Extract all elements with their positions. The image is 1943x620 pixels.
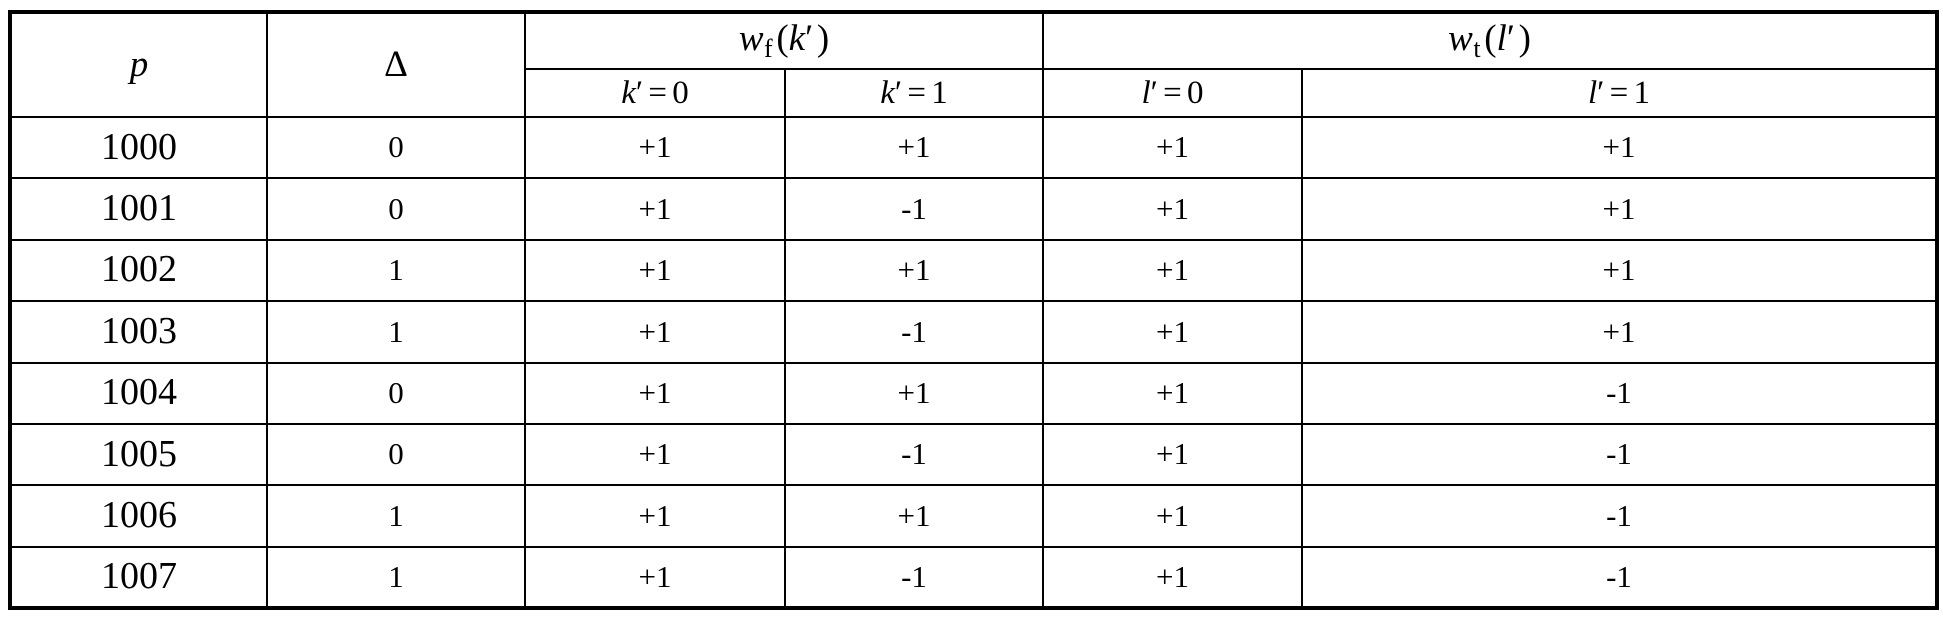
cell-wf-k0: +1 xyxy=(525,301,785,362)
header-subcol-l0: l′=0 xyxy=(1043,69,1302,117)
header-wf-symbol: w xyxy=(739,18,764,59)
header-wf-argument: k xyxy=(789,18,805,59)
cell-wf-k0: +1 xyxy=(525,485,785,546)
cell-delta: 1 xyxy=(267,301,525,362)
table-container: p Δ wf(k′) wt(l′) k′=0 k′=1 xyxy=(8,10,1935,610)
cell-wf-k1: +1 xyxy=(785,240,1043,301)
header-wt-symbol: w xyxy=(1448,18,1473,59)
header-subcol-k1-var: k xyxy=(880,75,895,111)
cell-delta: 1 xyxy=(267,547,525,608)
cell-wf-k0: +1 xyxy=(525,240,785,301)
cell-wf-k1: +1 xyxy=(785,485,1043,546)
cell-p: 1001 xyxy=(10,178,267,239)
header-delta-label: Δ xyxy=(384,44,408,85)
cell-wt-l1: -1 xyxy=(1302,485,1937,546)
table-row: 1003 1 +1 -1 +1 +1 xyxy=(10,301,1937,362)
cell-p: 1003 xyxy=(10,301,267,362)
cell-wt-l1: -1 xyxy=(1302,363,1937,424)
cell-wt-l1: +1 xyxy=(1302,178,1937,239)
cell-p: 1007 xyxy=(10,547,267,608)
cell-wt-l0: +1 xyxy=(1043,240,1302,301)
cell-p: 1000 xyxy=(10,117,267,178)
table-body: 1000 0 +1 +1 +1 +1 1001 0 +1 -1 +1 +1 10… xyxy=(10,117,1937,608)
cell-wf-k0: +1 xyxy=(525,547,785,608)
table-row: 1007 1 +1 -1 +1 -1 xyxy=(10,547,1937,608)
cell-wf-k0: +1 xyxy=(525,178,785,239)
header-subcol-l0-equals: = xyxy=(1158,75,1187,111)
parameter-truth-table: p Δ wf(k′) wt(l′) k′=0 k′=1 xyxy=(8,10,1939,610)
cell-p: 1005 xyxy=(10,424,267,485)
cell-wf-k1: -1 xyxy=(785,424,1043,485)
cell-wf-k1: -1 xyxy=(785,178,1043,239)
header-subcol-k0-value: 0 xyxy=(672,75,689,111)
cell-wt-l1: +1 xyxy=(1302,301,1937,362)
header-subcol-l1-value: 1 xyxy=(1634,75,1651,111)
table-row: 1006 1 +1 +1 +1 -1 xyxy=(10,485,1937,546)
header-group-wf: wf(k′) xyxy=(525,12,1043,69)
table-header: p Δ wf(k′) wt(l′) k′=0 k′=1 xyxy=(10,12,1937,117)
header-p: p xyxy=(10,12,267,117)
header-subcol-k0: k′=0 xyxy=(525,69,785,117)
header-subcol-k0-var: k xyxy=(621,75,636,111)
header-subcol-l1: l′=1 xyxy=(1302,69,1937,117)
cell-delta: 0 xyxy=(267,363,525,424)
header-row-groups: p Δ wf(k′) wt(l′) xyxy=(10,12,1937,69)
cell-delta: 0 xyxy=(267,424,525,485)
header-subcol-k1: k′=1 xyxy=(785,69,1043,117)
cell-wt-l0: +1 xyxy=(1043,117,1302,178)
header-p-label: p xyxy=(130,44,149,85)
header-wf-prime: ′ xyxy=(805,18,813,59)
cell-p: 1004 xyxy=(10,363,267,424)
table-row: 1001 0 +1 -1 +1 +1 xyxy=(10,178,1937,239)
cell-wt-l1: +1 xyxy=(1302,117,1937,178)
cell-wf-k1: -1 xyxy=(785,301,1043,362)
cell-wf-k1: -1 xyxy=(785,547,1043,608)
cell-delta: 0 xyxy=(267,178,525,239)
cell-wt-l0: +1 xyxy=(1043,363,1302,424)
table-row: 1004 0 +1 +1 +1 -1 xyxy=(10,363,1937,424)
cell-wt-l0: +1 xyxy=(1043,485,1302,546)
cell-wf-k1: +1 xyxy=(785,117,1043,178)
cell-delta: 1 xyxy=(267,240,525,301)
header-wt-paren-open: ( xyxy=(1481,18,1497,59)
cell-wt-l0: +1 xyxy=(1043,301,1302,362)
cell-wt-l1: -1 xyxy=(1302,424,1937,485)
header-subcol-l0-value: 0 xyxy=(1187,75,1204,111)
header-wf-paren-open: ( xyxy=(773,18,789,59)
header-wf-paren-close: ) xyxy=(813,18,829,59)
cell-delta: 1 xyxy=(267,485,525,546)
header-subcol-l1-var: l xyxy=(1588,75,1597,111)
header-subcol-l0-var: l xyxy=(1141,75,1150,111)
header-wt-paren-close: ) xyxy=(1515,18,1531,59)
header-subcol-l1-equals: = xyxy=(1604,75,1633,111)
cell-wt-l0: +1 xyxy=(1043,547,1302,608)
table-row: 1005 0 +1 -1 +1 -1 xyxy=(10,424,1937,485)
header-wf-subscript: f xyxy=(764,34,773,63)
header-group-wt: wt(l′) xyxy=(1043,12,1937,69)
cell-wf-k0: +1 xyxy=(525,363,785,424)
header-subcol-k0-equals: = xyxy=(643,75,672,111)
header-wt-prime: ′ xyxy=(1507,18,1515,59)
cell-wf-k0: +1 xyxy=(525,117,785,178)
cell-wf-k0: +1 xyxy=(525,424,785,485)
cell-p: 1002 xyxy=(10,240,267,301)
header-delta: Δ xyxy=(267,12,525,117)
cell-wt-l0: +1 xyxy=(1043,424,1302,485)
table-row: 1002 1 +1 +1 +1 +1 xyxy=(10,240,1937,301)
cell-wt-l0: +1 xyxy=(1043,178,1302,239)
cell-wt-l1: -1 xyxy=(1302,547,1937,608)
cell-delta: 0 xyxy=(267,117,525,178)
header-subcol-l0-prime: ′ xyxy=(1151,75,1158,111)
header-subcol-k1-value: 1 xyxy=(931,75,948,111)
header-wt-argument: l xyxy=(1497,18,1507,59)
cell-p: 1006 xyxy=(10,485,267,546)
header-wt-subscript: t xyxy=(1473,34,1481,63)
header-subcol-k1-equals: = xyxy=(902,75,931,111)
cell-wf-k1: +1 xyxy=(785,363,1043,424)
table-row: 1000 0 +1 +1 +1 +1 xyxy=(10,117,1937,178)
cell-wt-l1: +1 xyxy=(1302,240,1937,301)
